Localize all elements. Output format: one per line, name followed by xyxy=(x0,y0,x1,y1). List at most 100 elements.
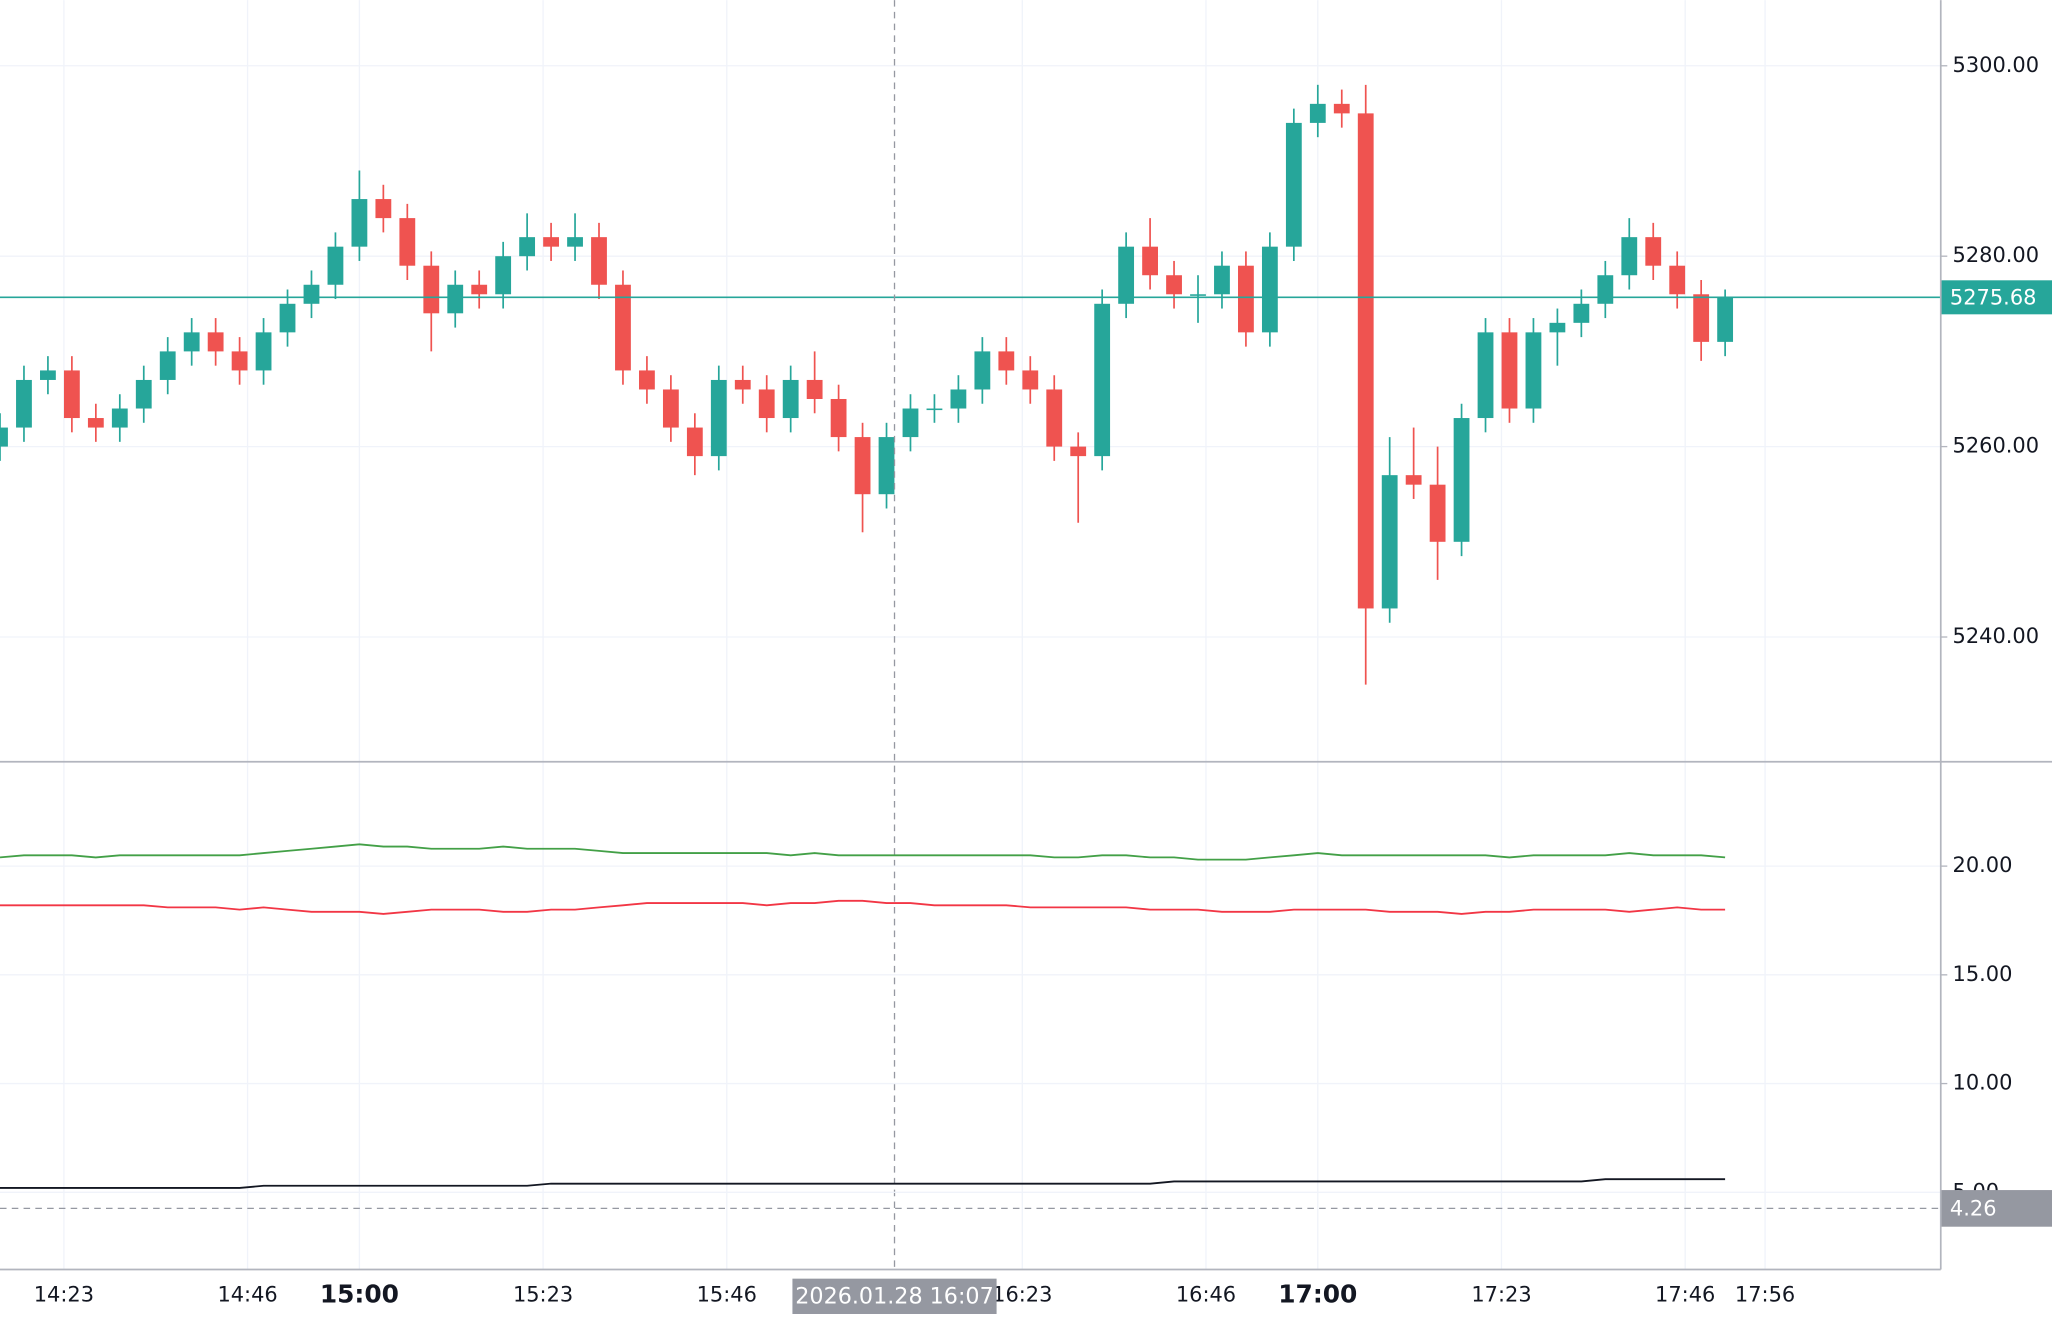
candle-body xyxy=(135,379,152,409)
last-price-box xyxy=(1940,280,2052,315)
candle-body xyxy=(327,246,344,285)
candle-body xyxy=(1166,275,1182,295)
x-tick-label: 17:00 xyxy=(1278,1280,1357,1309)
y-tick-label: 15.00 xyxy=(1953,962,2013,986)
candle-body xyxy=(1285,122,1302,247)
y-tick-label: 5280.00 xyxy=(1953,243,2040,267)
candle-body xyxy=(567,237,583,247)
candle-body xyxy=(782,379,799,419)
candle-body xyxy=(950,389,967,409)
candle-body xyxy=(854,437,871,495)
candle-body xyxy=(1453,418,1470,542)
candle-body xyxy=(902,408,919,438)
candle-body xyxy=(1070,446,1087,457)
x-tick-label: 14:46 xyxy=(217,1283,277,1307)
crosshair-value-label: 4.26 xyxy=(1950,1197,1997,1221)
candle-body xyxy=(1693,294,1710,342)
x-tick-label: 16:46 xyxy=(1176,1283,1236,1307)
candle-body xyxy=(639,370,655,390)
candle-body xyxy=(1046,389,1063,447)
candle-body xyxy=(662,389,679,428)
candle-body xyxy=(495,256,512,295)
candle-body xyxy=(471,284,488,295)
candle-body xyxy=(806,379,823,399)
candle-body xyxy=(1094,303,1111,457)
candle-body xyxy=(375,199,392,219)
candle-body xyxy=(974,351,991,390)
candle-body xyxy=(1190,294,1206,296)
candle-body xyxy=(543,237,559,247)
candle-body xyxy=(0,427,8,447)
candle-body xyxy=(1501,332,1518,409)
candle-body xyxy=(1597,275,1614,304)
candle-body xyxy=(16,379,32,428)
candle-body xyxy=(1118,246,1135,304)
candle-body xyxy=(207,332,224,352)
indicator-line xyxy=(0,843,1726,861)
x-tick-label: 16:23 xyxy=(992,1283,1052,1307)
candle-body xyxy=(1429,484,1446,542)
candle-body xyxy=(519,237,536,257)
candle-body xyxy=(87,418,104,428)
y-tick-label: 5240.00 xyxy=(1953,624,2040,648)
candle-body xyxy=(1214,265,1230,295)
candle-body xyxy=(710,379,727,457)
candle-body xyxy=(758,389,775,419)
x-tick-label: 14:23 xyxy=(34,1283,94,1307)
candle-body xyxy=(1309,103,1326,123)
last-price-label: 5275.68 xyxy=(1950,286,2037,310)
candle-body xyxy=(1573,303,1590,323)
x-tick-label: 17:23 xyxy=(1471,1283,1531,1307)
candle-body xyxy=(399,218,416,266)
crosshair-time-label: 2026.01.28 16:07 xyxy=(795,1283,993,1309)
x-tick-label: 15:00 xyxy=(320,1280,399,1309)
candle-body xyxy=(926,408,943,411)
candle-body xyxy=(1405,475,1422,485)
candle-body xyxy=(998,351,1015,371)
candle-body xyxy=(1477,332,1494,419)
candle-body xyxy=(1549,322,1566,333)
candle-body xyxy=(734,379,751,390)
candle-body xyxy=(447,284,464,314)
candle-body xyxy=(591,237,607,285)
indicator-line xyxy=(0,1178,1726,1189)
candle-body xyxy=(1669,265,1686,295)
candle-body xyxy=(1333,103,1350,114)
x-tick-label: 17:46 xyxy=(1655,1283,1715,1307)
x-tick-label: 15:23 xyxy=(513,1283,573,1307)
candle-body xyxy=(159,351,176,380)
y-tick-label: 10.00 xyxy=(1953,1071,2013,1095)
candle-body xyxy=(1621,237,1638,276)
candle-body xyxy=(830,398,847,438)
candle-body xyxy=(255,332,272,371)
candle-body xyxy=(1238,265,1254,333)
candle-body xyxy=(1022,370,1039,390)
y-tick-label: 5260.00 xyxy=(1953,434,2040,458)
y-tick-label: 20.00 xyxy=(1953,853,2013,877)
candle-body xyxy=(423,265,440,314)
candle-body xyxy=(63,370,80,419)
x-tick-label: 15:46 xyxy=(697,1283,757,1307)
crosshair-value-box xyxy=(1940,1190,2052,1227)
candle-body xyxy=(1525,332,1542,409)
candle-body xyxy=(1142,246,1158,276)
candle-body xyxy=(279,303,296,333)
candle-body xyxy=(878,437,895,495)
candle-body xyxy=(183,332,200,352)
candle-body xyxy=(615,284,631,371)
candle-body xyxy=(231,351,248,371)
candle-body xyxy=(40,370,56,380)
candle-body xyxy=(686,427,703,457)
candle-body xyxy=(1261,246,1278,333)
candle-body xyxy=(303,284,320,304)
candle-body xyxy=(1717,297,1734,342)
crosshair-time-box xyxy=(792,1278,997,1314)
y-tick-label: 5300.00 xyxy=(1953,53,2040,77)
candle-body xyxy=(1645,237,1662,266)
candle-body xyxy=(1357,113,1374,609)
candle-body xyxy=(1381,475,1398,609)
x-tick-label: 17:56 xyxy=(1735,1283,1795,1307)
indicator-line xyxy=(0,899,1726,915)
